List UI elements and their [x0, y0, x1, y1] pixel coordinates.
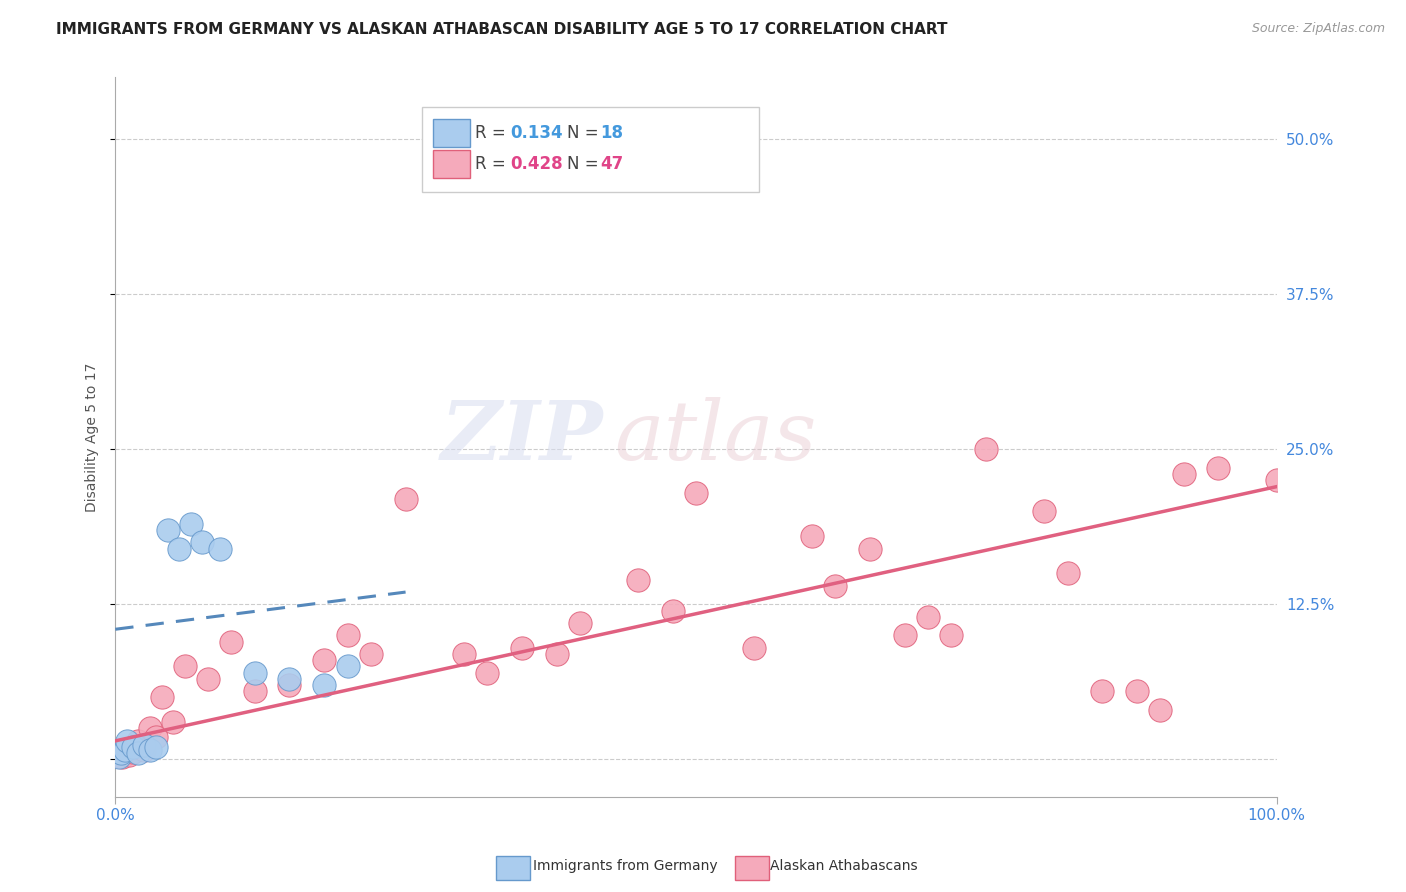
Point [510, 640, 533, 655]
Point [107, 748, 129, 763]
Point [243, 665, 266, 680]
Point [125, 740, 148, 755]
Point [162, 715, 184, 730]
Text: N =: N = [567, 124, 603, 142]
Point [314, 653, 336, 667]
Point [114, 746, 136, 760]
Point [1056, 566, 1078, 581]
Point [336, 659, 359, 673]
Point [150, 690, 173, 705]
Point [156, 523, 179, 537]
Point [1126, 684, 1149, 698]
Point [128, 746, 150, 760]
Point [111, 750, 134, 764]
Point [394, 491, 416, 506]
Point [167, 541, 190, 556]
Text: ZIP: ZIP [440, 397, 603, 477]
Point [894, 628, 917, 642]
Point [191, 535, 214, 549]
Point [685, 486, 707, 500]
Point [145, 740, 167, 755]
Text: R =: R = [475, 124, 512, 142]
Point [1173, 467, 1195, 482]
Text: IMMIGRANTS FROM GERMANY VS ALASKAN ATHABASCAN DISABILITY AGE 5 TO 17 CORRELATION: IMMIGRANTS FROM GERMANY VS ALASKAN ATHAB… [56, 22, 948, 37]
Point [114, 742, 136, 756]
Text: Alaskan Athabascans: Alaskan Athabascans [770, 859, 918, 873]
Point [278, 678, 301, 692]
Text: 18: 18 [600, 124, 623, 142]
Point [115, 734, 138, 748]
Text: Source: ZipAtlas.com: Source: ZipAtlas.com [1251, 22, 1385, 36]
Point [139, 742, 162, 756]
Point [1033, 504, 1056, 518]
Y-axis label: Disability Age 5 to 17: Disability Age 5 to 17 [86, 362, 100, 512]
Point [1149, 703, 1171, 717]
Point [360, 647, 382, 661]
Point [121, 740, 143, 755]
Point [121, 745, 143, 759]
Point [314, 678, 336, 692]
Point [134, 742, 156, 756]
Point [134, 738, 156, 752]
Point [801, 529, 824, 543]
Point [108, 745, 131, 759]
Point [118, 747, 141, 762]
Point [824, 579, 846, 593]
Point [208, 541, 231, 556]
Point [1265, 474, 1288, 488]
Point [107, 750, 129, 764]
Point [917, 610, 939, 624]
Text: R =: R = [475, 155, 512, 173]
Text: 0.134: 0.134 [510, 124, 562, 142]
Point [742, 640, 765, 655]
Point [110, 746, 132, 760]
Point [139, 722, 162, 736]
Point [475, 665, 498, 680]
Point [941, 628, 963, 642]
Point [145, 730, 167, 744]
Point [1091, 684, 1114, 698]
Point [278, 672, 301, 686]
Point [546, 647, 568, 661]
Point [128, 734, 150, 748]
Point [1208, 461, 1230, 475]
Text: N =: N = [567, 155, 603, 173]
Point [568, 616, 591, 631]
Point [243, 684, 266, 698]
Point [174, 659, 197, 673]
Point [627, 573, 650, 587]
Point [336, 628, 359, 642]
Point [661, 604, 683, 618]
Point [453, 647, 475, 661]
Point [221, 634, 243, 648]
Point [180, 516, 202, 531]
Text: 47: 47 [600, 155, 624, 173]
Point [115, 742, 138, 756]
Text: atlas: atlas [614, 397, 817, 477]
Point [974, 442, 997, 457]
Point [197, 672, 219, 686]
Text: Immigrants from Germany: Immigrants from Germany [533, 859, 717, 873]
Point [859, 541, 882, 556]
Text: 0.428: 0.428 [510, 155, 562, 173]
